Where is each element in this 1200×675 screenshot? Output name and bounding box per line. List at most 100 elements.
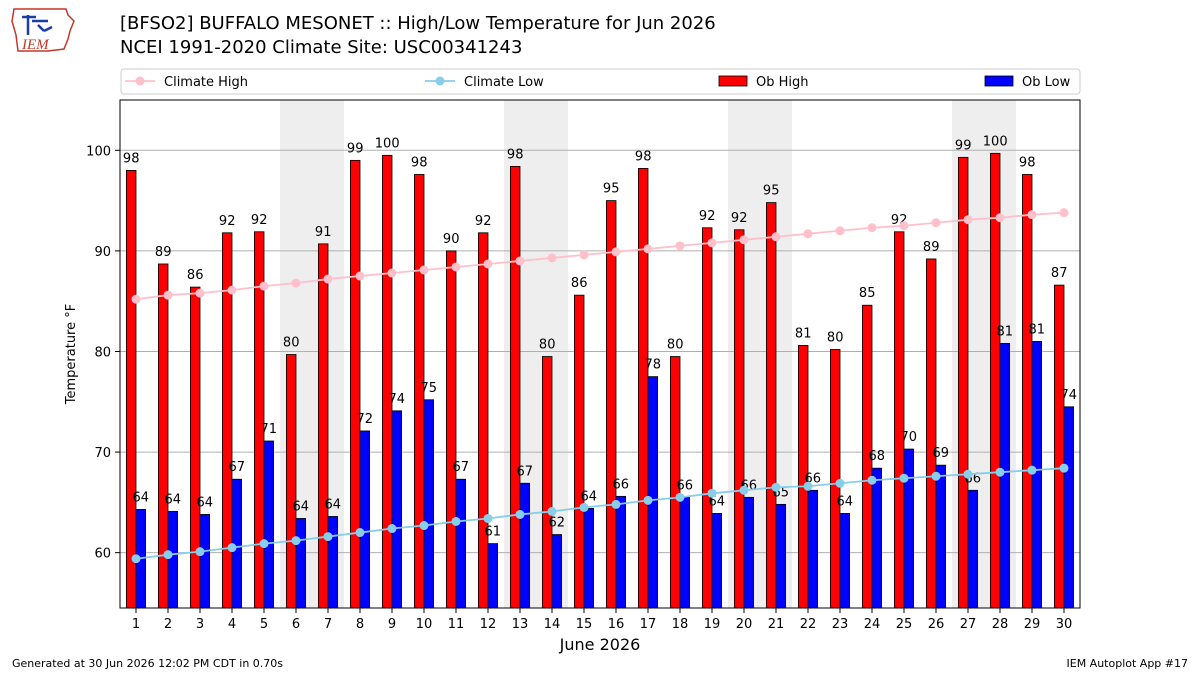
ob-high-label-day-24: 85: [859, 286, 876, 301]
ob-low-label-day-29: 81: [1029, 322, 1046, 337]
ob-low-label-day-24: 68: [869, 449, 886, 464]
ob-low-label-day-2: 64: [165, 492, 182, 507]
climate-low-point-day-5: [259, 539, 269, 549]
ob-high-label-day-30: 87: [1051, 266, 1068, 281]
ob-low-bar-day-6: [295, 518, 307, 609]
chart-title: [BFSO2] BUFFALO MESONET :: High/Low Temp…: [120, 13, 716, 34]
climate-high-point-day-30: [1059, 208, 1069, 218]
ob-low-label-day-15: 64: [581, 489, 598, 504]
climate-high-point-day-7: [323, 274, 333, 284]
climate-low-point-day-24: [867, 475, 877, 485]
ob-low-bar-day-16: [615, 495, 627, 609]
climate-low-point-day-17: [643, 495, 653, 505]
ob-low-bar-day-20: [743, 496, 755, 609]
xtick-label-22: 22: [800, 617, 817, 632]
ob-low-bar-day-24: [871, 467, 883, 609]
climate-high-point-day-28: [995, 213, 1005, 223]
ob-low-bar-day-27: [967, 489, 979, 609]
climate-low-point-day-7: [323, 532, 333, 542]
climate-low-point-day-20: [739, 485, 749, 495]
logo-text: IEM: [21, 37, 50, 53]
ob-high-label-day-29: 98: [1019, 155, 1036, 170]
ob-high-label-day-15: 86: [571, 276, 588, 291]
ob-low-bar-day-3: [199, 514, 211, 609]
climate-low-point-day-4: [227, 543, 237, 553]
climate-low-point-day-11: [451, 516, 461, 526]
climate-high-point-day-10: [419, 265, 429, 275]
ob-high-label-day-11: 90: [443, 232, 460, 247]
ob-high-bar-day-12: [477, 232, 489, 609]
ob-high-label-day-14: 80: [539, 338, 556, 353]
ob-high-bar-day-1: [126, 170, 137, 609]
ob-low-label-day-9: 74: [389, 392, 406, 407]
ob-high-bar-day-30: [1054, 284, 1065, 609]
xtick-label-15: 15: [576, 617, 593, 632]
ob-high-bar-day-9: [381, 154, 393, 609]
climate-high-point-day-19: [707, 238, 717, 248]
ob-low-label-day-23: 64: [837, 494, 854, 509]
ob-low-label-day-4: 67: [229, 460, 246, 475]
ob-high-label-day-3: 86: [187, 268, 204, 283]
climate-high-point-day-23: [835, 226, 845, 236]
climate-low-point-day-23: [835, 478, 845, 488]
ob-high-bar-day-20: [734, 229, 745, 609]
xtick-label-10: 10: [416, 617, 433, 632]
ob-high-label-day-16: 95: [603, 182, 620, 197]
ob-high-label-day-26: 89: [923, 240, 940, 255]
legend-ob-high-swatch: [718, 75, 748, 87]
ob-low-label-day-19: 64: [709, 494, 726, 509]
xtick-label-1: 1: [132, 617, 140, 632]
ob-low-bar-day-19: [711, 513, 723, 609]
climate-high-point-day-25: [899, 221, 909, 231]
xtick-label-25: 25: [896, 617, 913, 632]
ob-high-label-day-2: 89: [155, 245, 172, 260]
ob-low-bar-day-13: [519, 482, 531, 609]
climate-high-point-day-14: [547, 253, 557, 263]
ob-low-bar-day-15: [583, 508, 595, 609]
chart-subtitle: NCEI 1991-2020 Climate Site: USC00341243: [120, 37, 523, 58]
climate-low-point-day-27: [963, 469, 973, 479]
xtick-label-17: 17: [640, 617, 657, 632]
xtick-label-9: 9: [388, 617, 396, 632]
climate-low-point-day-14: [547, 506, 557, 516]
ob-low-label-day-6: 64: [293, 499, 310, 514]
ob-low-label-day-18: 66: [677, 478, 694, 493]
legend-climate-high-label: Climate High: [164, 75, 248, 90]
climate-high-point-day-27: [963, 215, 973, 225]
xtick-label-24: 24: [864, 617, 881, 632]
ob-low-label-day-14: 62: [549, 516, 566, 531]
climate-high-point-day-26: [931, 218, 941, 228]
ob-high-label-day-6: 80: [283, 336, 300, 351]
ytick-label-90: 90: [94, 245, 111, 260]
ob-high-bar-day-17: [638, 168, 649, 609]
ob-high-label-day-20: 92: [731, 211, 748, 226]
xtick-label-5: 5: [260, 617, 268, 632]
climate-high-point-day-4: [227, 285, 237, 295]
climate-low-point-day-1: [131, 554, 141, 564]
climate-low-point-day-16: [611, 499, 621, 509]
ob-high-label-day-8: 99: [347, 141, 364, 156]
xtick-label-13: 13: [512, 617, 529, 632]
ob-low-label-day-1: 64: [133, 490, 150, 505]
ob-high-bar-day-15: [574, 294, 585, 609]
ob-low-label-day-16: 66: [613, 477, 630, 492]
ob-high-label-day-9: 100: [375, 136, 400, 151]
legend-climate-low-label: Climate Low: [464, 75, 544, 90]
legend-ob-low-swatch: [984, 75, 1014, 87]
xtick-label-29: 29: [1024, 617, 1041, 632]
ob-low-label-day-10: 75: [421, 381, 438, 396]
xtick-label-11: 11: [448, 617, 465, 632]
ob-high-label-day-27: 99: [955, 138, 972, 153]
ob-high-bar-day-29: [1022, 174, 1033, 609]
ytick-label-100: 100: [86, 144, 111, 159]
ob-high-bar-day-3: [189, 286, 201, 609]
ob-high-label-day-1: 98: [123, 151, 140, 166]
climate-low-point-day-8: [355, 528, 365, 538]
xtick-label-16: 16: [608, 617, 625, 632]
ob-low-bar-day-14: [551, 534, 563, 609]
climate-high-point-day-22: [803, 229, 813, 239]
weather-station-icon: [22, 15, 53, 35]
climate-high-point-day-17: [643, 244, 653, 254]
ytick-label-70: 70: [94, 446, 111, 461]
